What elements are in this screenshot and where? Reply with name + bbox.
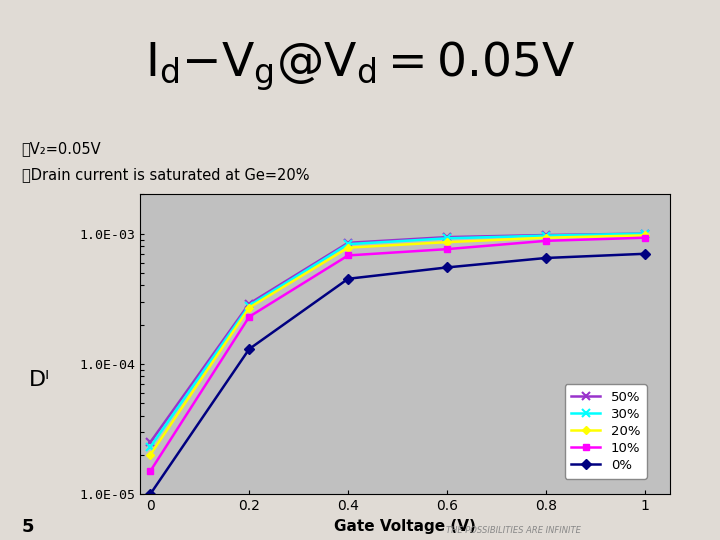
30% xyxy=(641,231,649,237)
Line: 10%: 10% xyxy=(147,234,648,475)
50% xyxy=(443,234,451,240)
Legend: 50%, 30%, 20%, 10%, 0%: 50%, 30%, 20%, 10%, 0% xyxy=(565,384,647,478)
30% xyxy=(245,302,253,309)
0% xyxy=(641,251,649,257)
50% xyxy=(245,300,253,307)
50% xyxy=(344,240,353,246)
Line: 50%: 50% xyxy=(146,230,649,447)
10% xyxy=(344,252,353,259)
50% xyxy=(641,231,649,237)
30% xyxy=(541,232,550,239)
10% xyxy=(245,314,253,320)
10% xyxy=(146,468,155,475)
30% xyxy=(146,444,155,450)
50% xyxy=(146,439,155,446)
Line: 0%: 0% xyxy=(147,251,648,497)
Text: ・V₂=0.05V: ・V₂=0.05V xyxy=(22,141,102,157)
0% xyxy=(344,275,353,282)
50% xyxy=(541,232,550,238)
X-axis label: Gate Voltage (V): Gate Voltage (V) xyxy=(334,518,476,534)
Text: $\mathsf{I_d}$$\mathsf{-V_g@V_d}$$\mathsf{=0.05V}$: $\mathsf{I_d}$$\mathsf{-V_g@V_d}$$\maths… xyxy=(145,39,575,92)
Text: THE POSSIBILITIES ARE INFINITE: THE POSSIBILITIES ARE INFINITE xyxy=(446,526,581,535)
Line: 20%: 20% xyxy=(148,233,648,458)
20% xyxy=(443,239,451,245)
0% xyxy=(245,346,253,352)
10% xyxy=(443,246,451,252)
20% xyxy=(541,234,550,241)
20% xyxy=(245,305,253,311)
10% xyxy=(541,238,550,244)
Text: 5: 5 xyxy=(22,517,34,536)
20% xyxy=(344,245,353,251)
Text: ・Drain current is saturated at Ge=20%: ・Drain current is saturated at Ge=20% xyxy=(22,167,309,183)
0% xyxy=(146,491,155,497)
0% xyxy=(443,264,451,271)
10% xyxy=(641,234,649,241)
Line: 30%: 30% xyxy=(146,230,649,451)
30% xyxy=(443,235,451,241)
20% xyxy=(146,451,155,458)
0% xyxy=(541,255,550,261)
Text: Dᴵ: Dᴵ xyxy=(29,370,50,390)
30% xyxy=(344,241,353,247)
20% xyxy=(641,232,649,239)
